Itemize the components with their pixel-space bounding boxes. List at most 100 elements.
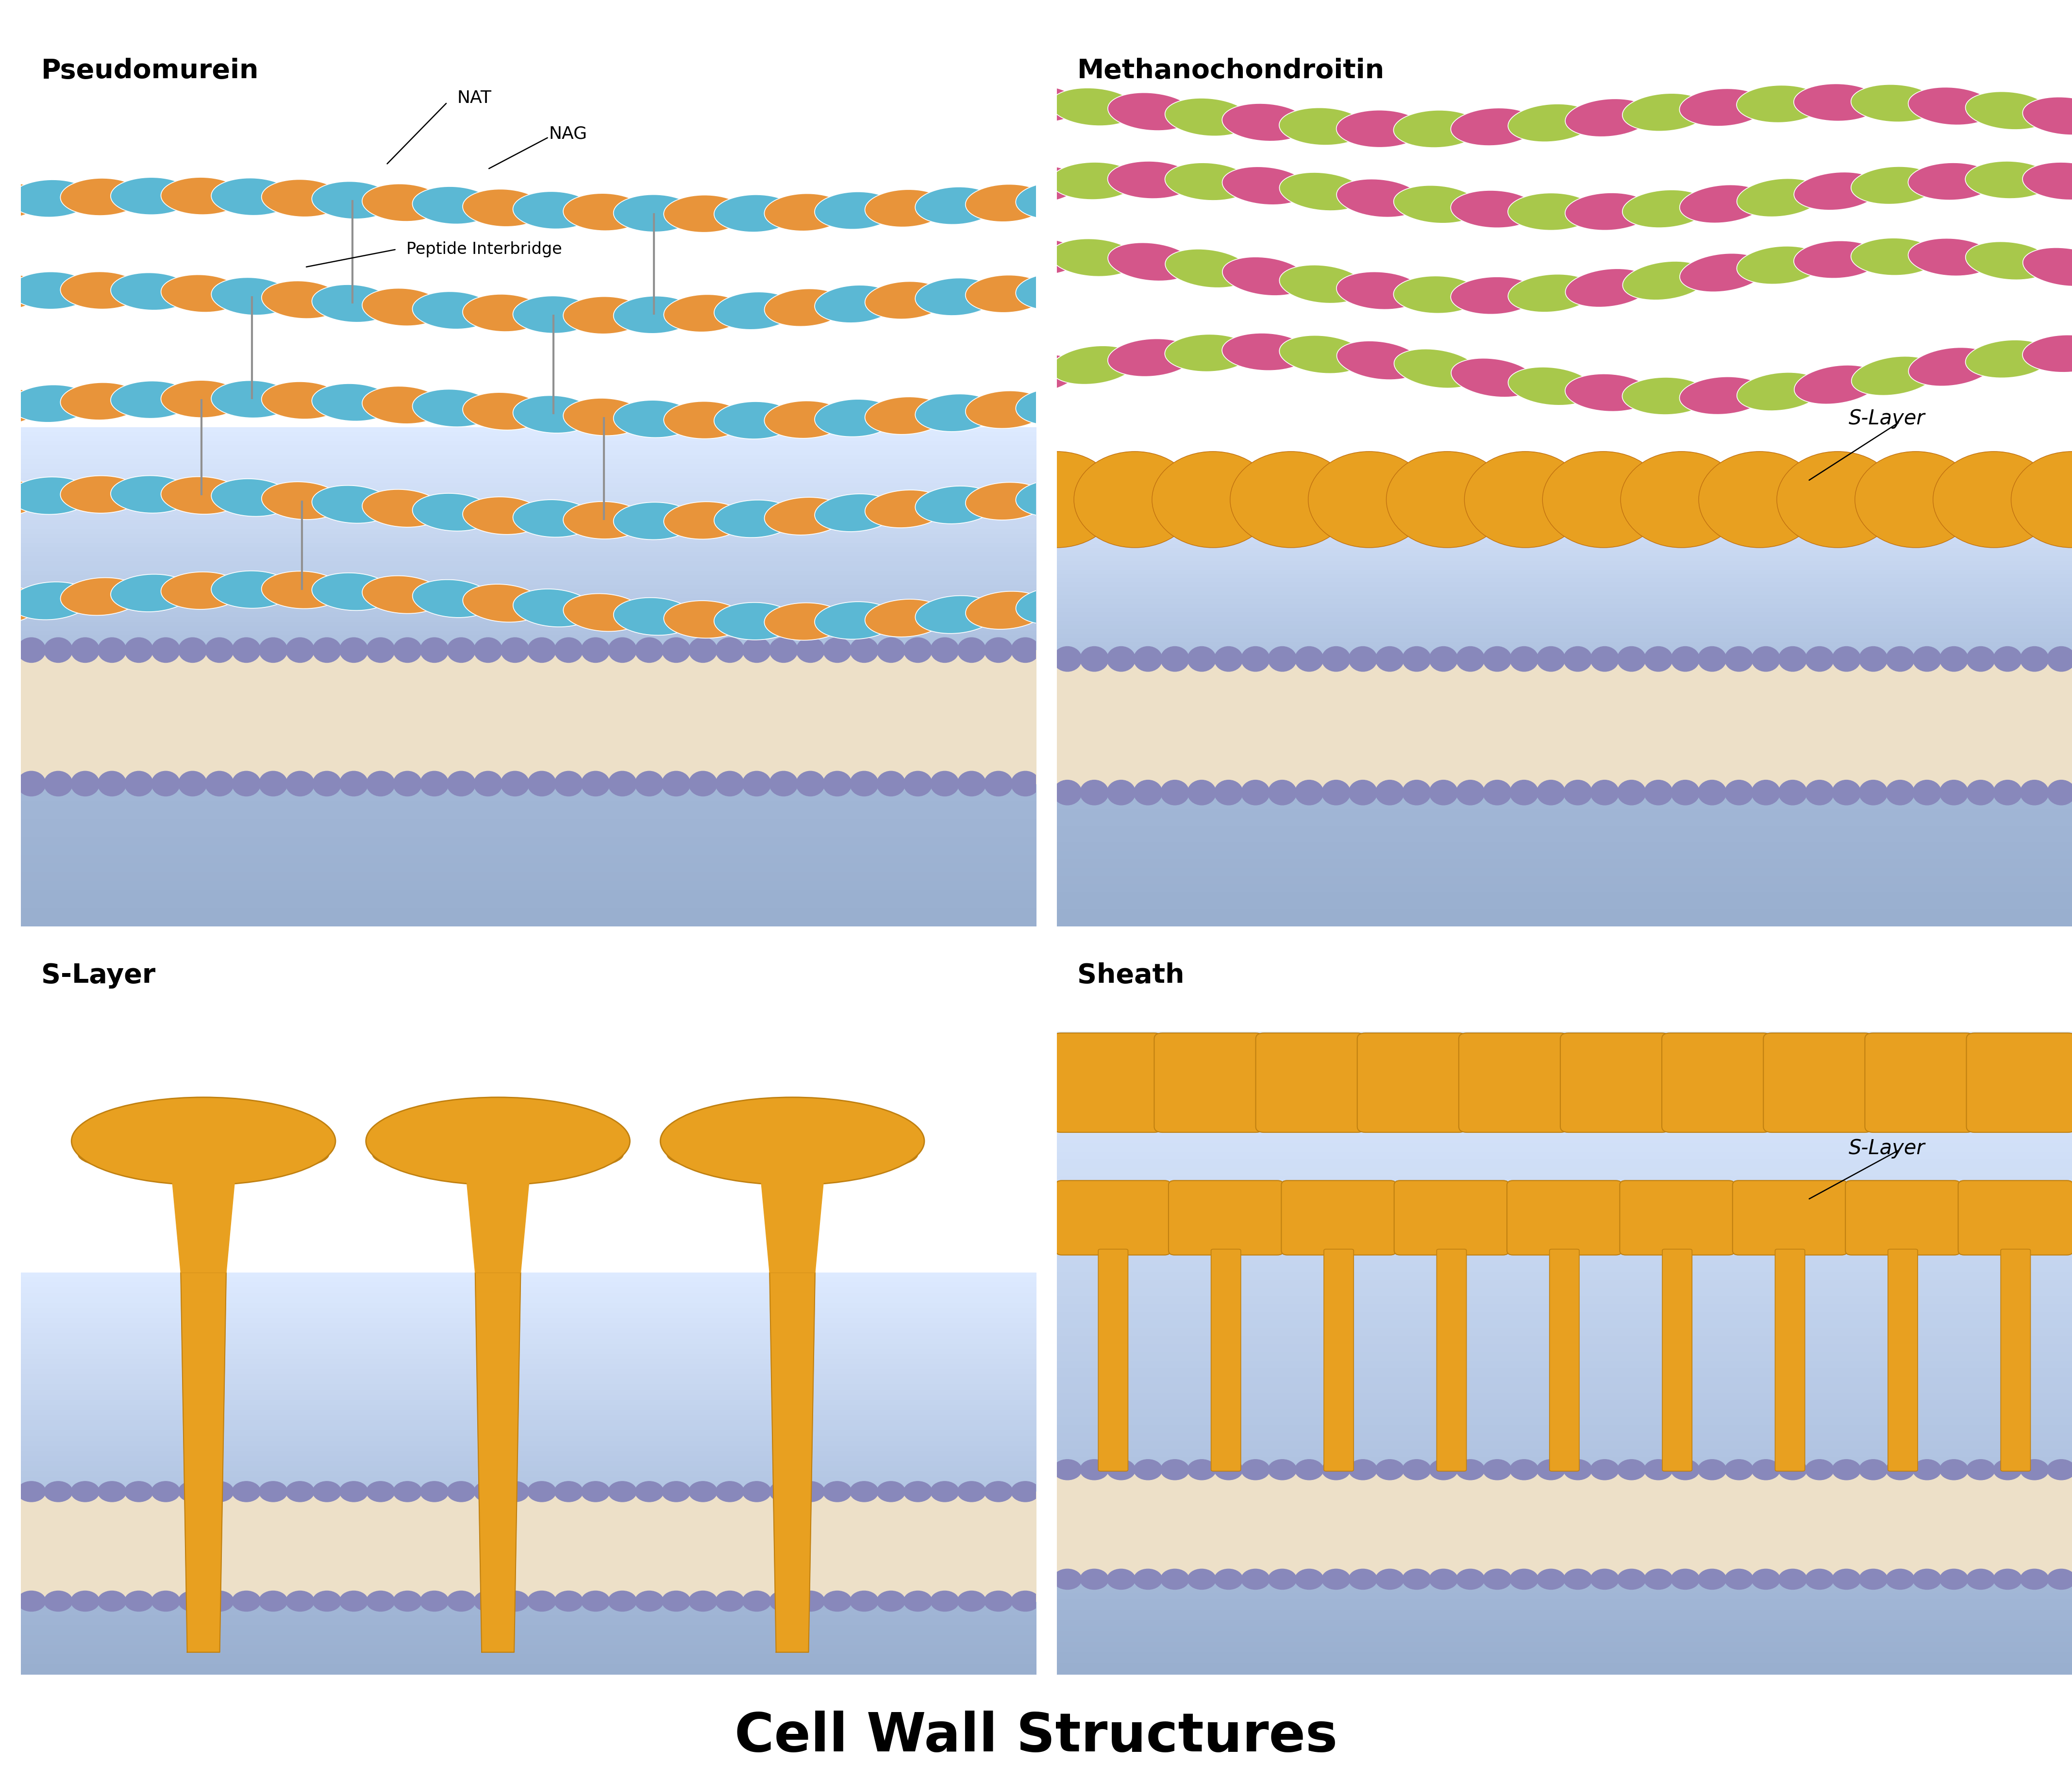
- FancyBboxPatch shape: [1620, 1181, 1734, 1256]
- Circle shape: [1295, 780, 1324, 805]
- Ellipse shape: [162, 381, 242, 419]
- Circle shape: [984, 771, 1013, 796]
- Ellipse shape: [1073, 451, 1196, 549]
- Ellipse shape: [462, 497, 543, 534]
- Circle shape: [151, 638, 180, 663]
- Circle shape: [1011, 1590, 1040, 1612]
- Ellipse shape: [1908, 87, 1993, 125]
- Circle shape: [1886, 1569, 1915, 1589]
- Circle shape: [1618, 780, 1645, 805]
- Polygon shape: [769, 1272, 814, 1653]
- Ellipse shape: [864, 189, 947, 226]
- Ellipse shape: [966, 274, 1046, 313]
- Circle shape: [1939, 1569, 1968, 1589]
- Ellipse shape: [60, 476, 141, 513]
- Circle shape: [124, 1482, 153, 1501]
- Circle shape: [367, 638, 396, 663]
- Circle shape: [44, 1482, 73, 1501]
- Circle shape: [1912, 647, 1941, 671]
- Circle shape: [1376, 780, 1405, 805]
- FancyBboxPatch shape: [1865, 1033, 1975, 1133]
- Ellipse shape: [462, 584, 543, 622]
- Circle shape: [1133, 1569, 1162, 1589]
- Circle shape: [178, 771, 207, 796]
- Circle shape: [1510, 780, 1537, 805]
- FancyBboxPatch shape: [1560, 1033, 1670, 1133]
- Ellipse shape: [363, 386, 443, 424]
- Circle shape: [1886, 780, 1915, 805]
- Circle shape: [44, 1590, 73, 1612]
- Circle shape: [2020, 1459, 2049, 1480]
- Ellipse shape: [363, 289, 443, 326]
- Ellipse shape: [1015, 388, 1096, 426]
- Circle shape: [1080, 780, 1109, 805]
- Ellipse shape: [0, 388, 41, 426]
- FancyBboxPatch shape: [1154, 1033, 1264, 1133]
- Circle shape: [151, 1482, 180, 1501]
- Ellipse shape: [1564, 192, 1651, 230]
- Ellipse shape: [162, 274, 242, 312]
- Ellipse shape: [1278, 335, 1365, 374]
- Circle shape: [1564, 1569, 1591, 1589]
- Circle shape: [44, 771, 73, 796]
- Circle shape: [474, 771, 501, 796]
- Circle shape: [823, 771, 852, 796]
- Ellipse shape: [412, 579, 493, 618]
- Circle shape: [70, 771, 99, 796]
- Circle shape: [715, 1482, 744, 1501]
- Circle shape: [1591, 1569, 1618, 1589]
- Circle shape: [1697, 1569, 1726, 1589]
- Circle shape: [876, 1482, 905, 1501]
- Circle shape: [1187, 647, 1216, 671]
- Circle shape: [1993, 1569, 2022, 1589]
- FancyBboxPatch shape: [1459, 1033, 1569, 1133]
- Circle shape: [205, 1590, 234, 1612]
- Circle shape: [903, 771, 932, 796]
- Circle shape: [1886, 647, 1915, 671]
- Circle shape: [1322, 780, 1351, 805]
- Circle shape: [609, 1590, 636, 1612]
- Circle shape: [1912, 780, 1941, 805]
- Circle shape: [259, 1482, 288, 1501]
- Text: S-Layer: S-Layer: [41, 962, 155, 988]
- FancyBboxPatch shape: [1763, 1033, 1873, 1133]
- Ellipse shape: [1109, 338, 1193, 376]
- Ellipse shape: [1794, 240, 1879, 278]
- Ellipse shape: [916, 394, 997, 431]
- Circle shape: [930, 1590, 959, 1612]
- Ellipse shape: [10, 272, 91, 310]
- Ellipse shape: [916, 595, 997, 634]
- Circle shape: [394, 1590, 423, 1612]
- Ellipse shape: [1622, 93, 1707, 132]
- Circle shape: [17, 1590, 46, 1612]
- Ellipse shape: [663, 294, 746, 331]
- Circle shape: [1241, 1459, 1270, 1480]
- Ellipse shape: [1450, 109, 1537, 146]
- Ellipse shape: [261, 572, 342, 609]
- Circle shape: [528, 1590, 555, 1612]
- Circle shape: [124, 1590, 153, 1612]
- Circle shape: [448, 1482, 474, 1501]
- Circle shape: [1160, 647, 1189, 671]
- Circle shape: [1670, 1459, 1699, 1480]
- Circle shape: [313, 1590, 342, 1612]
- Polygon shape: [474, 1272, 520, 1653]
- Circle shape: [205, 638, 234, 663]
- Ellipse shape: [814, 192, 895, 230]
- Circle shape: [903, 638, 932, 663]
- Text: Cell Wall Structures: Cell Wall Structures: [733, 1710, 1339, 1763]
- Text: S-Layer: S-Layer: [1848, 408, 1925, 429]
- Circle shape: [394, 1482, 423, 1501]
- Ellipse shape: [311, 573, 394, 611]
- Circle shape: [661, 638, 690, 663]
- Ellipse shape: [412, 187, 493, 224]
- Circle shape: [1778, 1569, 1807, 1589]
- Ellipse shape: [1231, 451, 1351, 549]
- Circle shape: [1011, 771, 1040, 796]
- Ellipse shape: [211, 178, 292, 216]
- Ellipse shape: [261, 180, 342, 217]
- Circle shape: [1322, 647, 1351, 671]
- Text: NAT: NAT: [458, 89, 491, 107]
- Ellipse shape: [1908, 162, 1995, 199]
- Ellipse shape: [462, 189, 543, 226]
